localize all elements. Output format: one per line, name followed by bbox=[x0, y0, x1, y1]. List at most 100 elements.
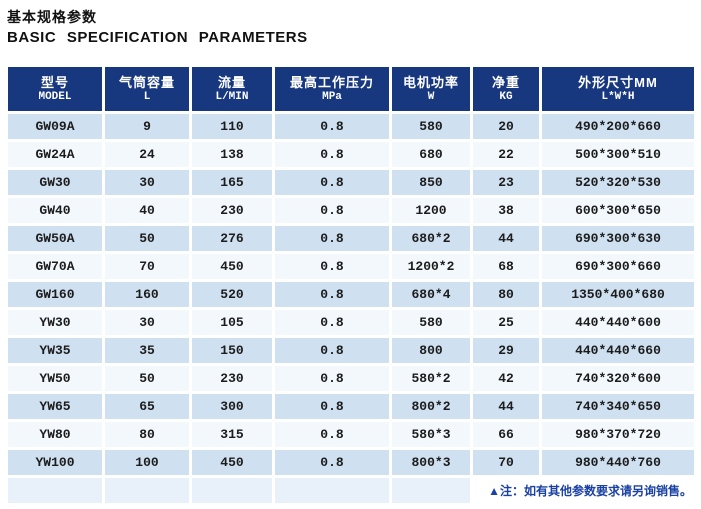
value-cell: 1200*2 bbox=[392, 254, 470, 279]
table-row: GW09A 9 110 0.8 580 20 490*200*660 bbox=[8, 114, 694, 139]
value-cell: 276 bbox=[192, 226, 272, 251]
header-row: 型号 MODEL 气筒容量 L 流量 L/MIN 最高工作压力 MPa 电机功率 W 净重 KG 外形尺… bbox=[8, 67, 694, 111]
value-cell: 0.8 bbox=[275, 338, 389, 363]
value-cell: 29 bbox=[473, 338, 539, 363]
value-cell: 690*300*630 bbox=[542, 226, 694, 251]
value-cell: 680*2 bbox=[392, 226, 470, 251]
value-cell: 440*440*660 bbox=[542, 338, 694, 363]
column-header: 最高工作压力 MPa bbox=[275, 67, 389, 111]
empty-cell bbox=[392, 478, 470, 503]
value-cell: 600*300*650 bbox=[542, 198, 694, 223]
value-cell: 0.8 bbox=[275, 170, 389, 195]
value-cell: 0.8 bbox=[275, 366, 389, 391]
value-cell: 800 bbox=[392, 338, 470, 363]
value-cell: 30 bbox=[105, 170, 189, 195]
value-cell: 0.8 bbox=[275, 142, 389, 167]
model-cell: GW160 bbox=[8, 282, 102, 307]
value-cell: 0.8 bbox=[275, 394, 389, 419]
value-cell: 50 bbox=[105, 226, 189, 251]
value-cell: 580*2 bbox=[392, 366, 470, 391]
value-cell: 230 bbox=[192, 198, 272, 223]
value-cell: 9 bbox=[105, 114, 189, 139]
value-cell: 315 bbox=[192, 422, 272, 447]
value-cell: 680 bbox=[392, 142, 470, 167]
value-cell: 80 bbox=[105, 422, 189, 447]
value-cell: 0.8 bbox=[275, 198, 389, 223]
empty-cell bbox=[8, 478, 102, 503]
column-header: 气筒容量 L bbox=[105, 67, 189, 111]
page-title-cn: 基本规格参数 bbox=[7, 9, 97, 25]
table-body: GW09A 9 110 0.8 580 20 490*200*660 GW24A 24 138 0.… bbox=[8, 114, 694, 503]
value-cell: 65 bbox=[105, 394, 189, 419]
value-cell: 300 bbox=[192, 394, 272, 419]
value-cell: 800*3 bbox=[392, 450, 470, 475]
empty-cell bbox=[105, 478, 189, 503]
value-cell: 165 bbox=[192, 170, 272, 195]
table-row: YW100 100 450 0.8 800*3 70 980*440*760 bbox=[8, 450, 694, 475]
table-row: YW30 30 105 0.8 580 25 440*440*600 bbox=[8, 310, 694, 335]
column-header: 型号 MODEL bbox=[8, 67, 102, 111]
column-header-unit: MODEL bbox=[38, 90, 72, 103]
model-cell: YW50 bbox=[8, 366, 102, 391]
table-row: GW50A 50 276 0.8 680*2 44 690*300*630 bbox=[8, 226, 694, 251]
value-cell: 150 bbox=[192, 338, 272, 363]
column-header: 电机功率 W bbox=[392, 67, 470, 111]
value-cell: 30 bbox=[105, 310, 189, 335]
table-row: GW24A 24 138 0.8 680 22 500*300*510 bbox=[8, 142, 694, 167]
value-cell: 850 bbox=[392, 170, 470, 195]
model-cell: GW50A bbox=[8, 226, 102, 251]
column-header-cn: 外形尺寸MM bbox=[578, 74, 658, 90]
model-cell: GW09A bbox=[8, 114, 102, 139]
value-cell: 680*4 bbox=[392, 282, 470, 307]
value-cell: 22 bbox=[473, 142, 539, 167]
value-cell: 70 bbox=[473, 450, 539, 475]
value-cell: 690*300*660 bbox=[542, 254, 694, 279]
column-header-cn: 最高工作压力 bbox=[289, 74, 374, 90]
column-header-unit: KG bbox=[499, 90, 513, 103]
value-cell: 50 bbox=[105, 366, 189, 391]
table-row: GW70A 70 450 0.8 1200*2 68 690*300*660 bbox=[8, 254, 694, 279]
table-row: YW80 80 315 0.8 580*3 66 980*370*720 bbox=[8, 422, 694, 447]
value-cell: 35 bbox=[105, 338, 189, 363]
value-cell: 520*320*530 bbox=[542, 170, 694, 195]
value-cell: 105 bbox=[192, 310, 272, 335]
value-cell: 0.8 bbox=[275, 254, 389, 279]
model-cell: GW70A bbox=[8, 254, 102, 279]
value-cell: 980*370*720 bbox=[542, 422, 694, 447]
column-header-unit: L/MIN bbox=[215, 90, 249, 103]
value-cell: 450 bbox=[192, 254, 272, 279]
column-header-cn: 流量 bbox=[217, 74, 246, 90]
column-header-unit: W bbox=[427, 90, 435, 103]
value-cell: 440*440*600 bbox=[542, 310, 694, 335]
value-cell: 740*320*600 bbox=[542, 366, 694, 391]
value-cell: 800*2 bbox=[392, 394, 470, 419]
table-row: GW40 40 230 0.8 1200 38 600*300*650 bbox=[8, 198, 694, 223]
value-cell: 70 bbox=[105, 254, 189, 279]
table-row: GW160 160 520 0.8 680*4 80 1350*400*680 bbox=[8, 282, 694, 307]
value-cell: 230 bbox=[192, 366, 272, 391]
value-cell: 42 bbox=[473, 366, 539, 391]
footer-note: ▲注：如有其他参数要求请另询销售。 bbox=[473, 478, 694, 503]
model-cell: GW30 bbox=[8, 170, 102, 195]
value-cell: 0.8 bbox=[275, 310, 389, 335]
value-cell: 500*300*510 bbox=[542, 142, 694, 167]
column-header-cn: 型号 bbox=[40, 74, 69, 90]
value-cell: 38 bbox=[473, 198, 539, 223]
empty-cell bbox=[275, 478, 389, 503]
column-header: 净重 KG bbox=[473, 67, 539, 111]
spec-table: 型号 MODEL 气筒容量 L 流量 L/MIN 最高工作压力 MPa 电机功率 W 净重 KG 外形尺… bbox=[5, 64, 697, 506]
column-header-cn: 电机功率 bbox=[402, 74, 459, 90]
column-header-unit: L*W*H bbox=[601, 90, 635, 103]
table-row: YW65 65 300 0.8 800*2 44 740*340*650 bbox=[8, 394, 694, 419]
value-cell: 450 bbox=[192, 450, 272, 475]
empty-cell bbox=[192, 478, 272, 503]
value-cell: 740*340*650 bbox=[542, 394, 694, 419]
value-cell: 0.8 bbox=[275, 422, 389, 447]
page-title-en: BASIC SPECIFICATION PARAMETERS bbox=[7, 29, 308, 46]
column-header: 外形尺寸MM L*W*H bbox=[542, 67, 694, 111]
value-cell: 0.8 bbox=[275, 226, 389, 251]
table-row: YW35 35 150 0.8 800 29 440*440*660 bbox=[8, 338, 694, 363]
model-cell: GW24A bbox=[8, 142, 102, 167]
value-cell: 580*3 bbox=[392, 422, 470, 447]
